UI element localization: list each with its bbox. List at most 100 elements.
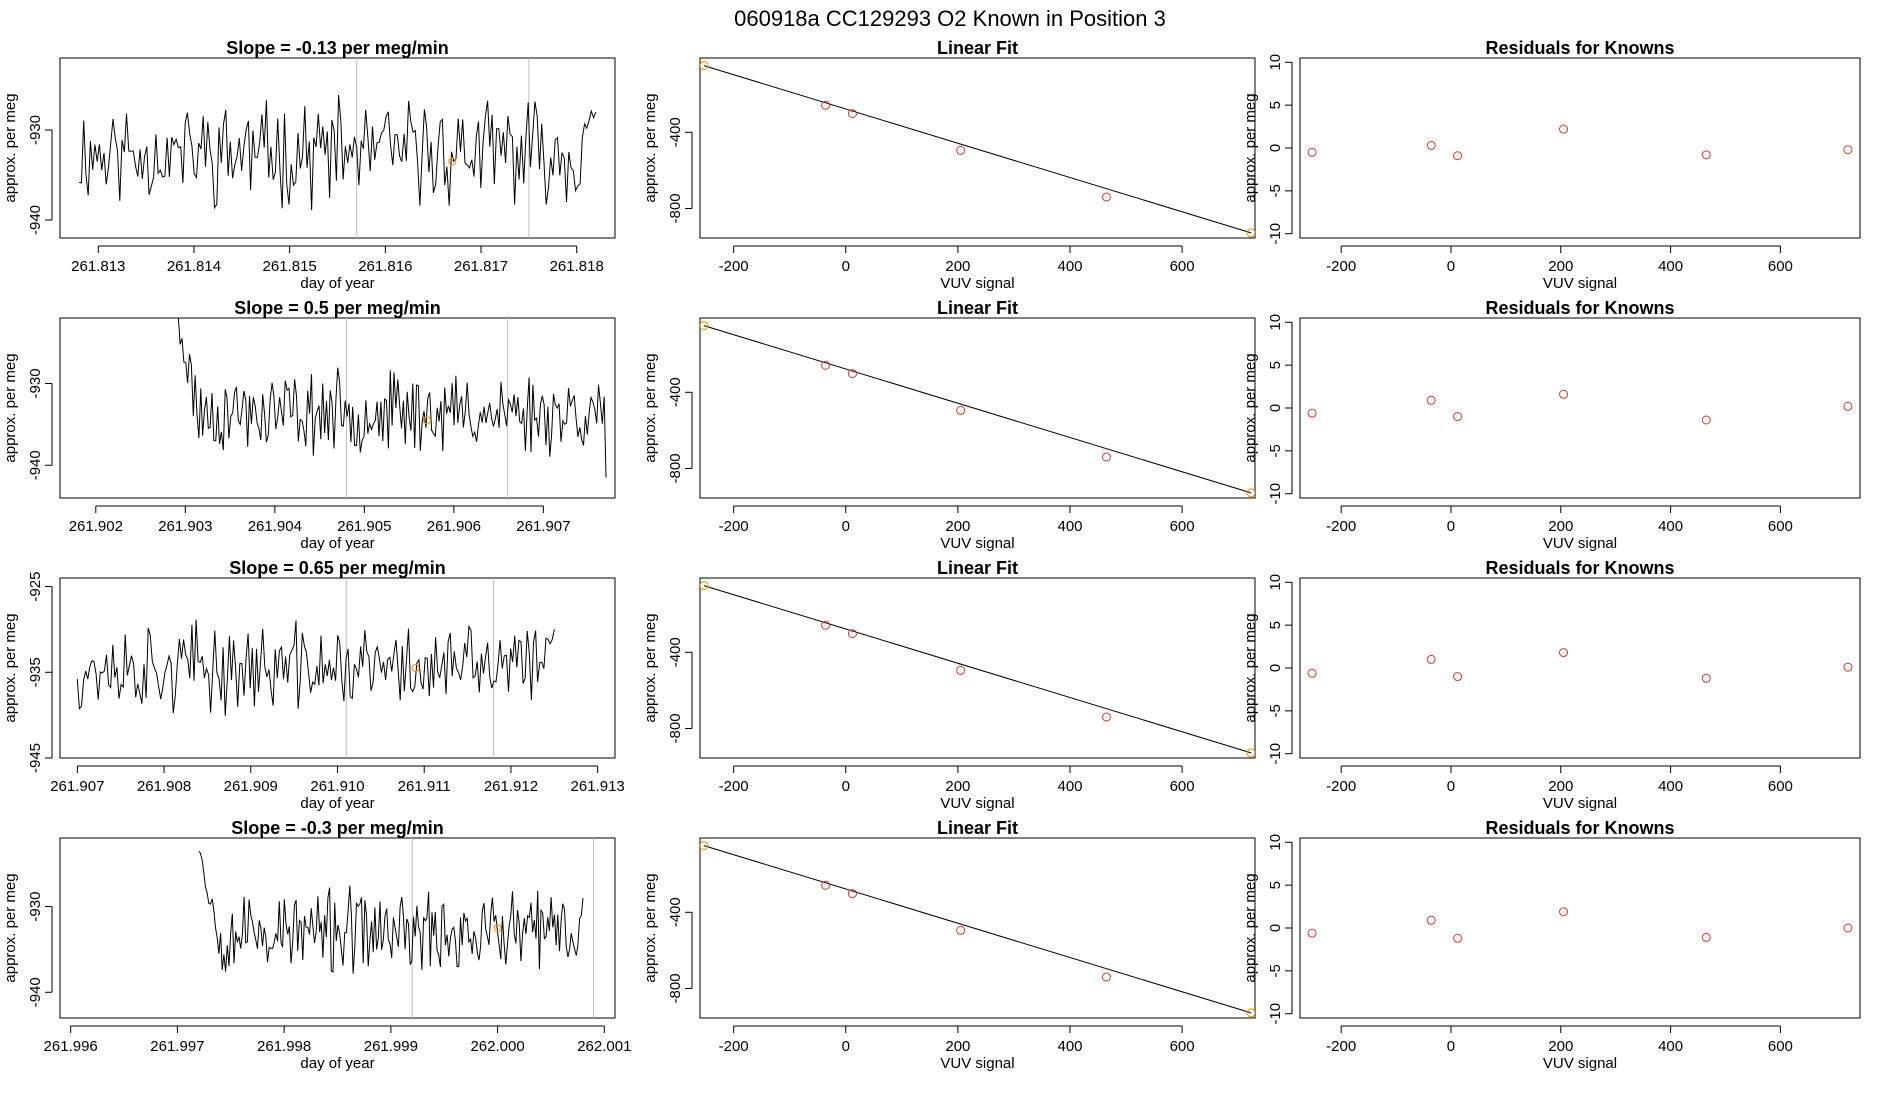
y-tick-label: -10 [1267,743,1284,765]
residual-point [1843,401,1853,411]
y-tick-label: -940 [27,450,44,480]
plot-area [700,61,1255,238]
fit-line [703,845,1252,1014]
x-tick-label: 261.902 [69,518,123,535]
fit-panel-row-2: Linear Fit -200 0 200 400 600 VUV signal -400 -8… [642,298,1256,552]
x-axis-label: day of year [300,275,374,292]
y-tick-label: -400 [667,897,684,927]
y-axis-label: approx. per meg [1242,873,1259,982]
y-axis-label: approx. per meg [642,353,659,462]
residuals-panel-row-3: Residuals for Knowns -200 0 200 400 600 VUV si… [1242,558,1861,812]
plot-area [700,321,1255,498]
data-point [821,620,831,630]
y-axis-label: approx. per meg [2,873,19,982]
plot-frame [59,57,616,239]
x-tick-label: -200 [719,778,749,795]
x-tick-label: 600 [1170,258,1195,275]
plot-frame [59,317,616,499]
y-tick-label: -5 [1267,964,1284,977]
fit-panel-row-3: Linear Fit -200 0 200 400 600 VUV signal -400 -8… [642,558,1256,812]
data-point [700,61,709,71]
residual-point [1701,150,1711,160]
data-point [1101,192,1111,202]
x-tick-label: -200 [1326,1038,1356,1055]
x-tick-label: 261.996 [44,1038,98,1055]
timeseries-panel-row-2: Slope = 0.5 per meg/min 261.902 261.903 261… [2,298,616,552]
plot-area [1307,389,1853,425]
residuals-panel-row-2: Residuals for Knowns -200 0 200 400 600 VUV si… [1242,298,1861,552]
x-tick-label: 600 [1170,518,1195,535]
data-point [700,321,709,331]
x-tick-label: 261.906 [427,518,481,535]
x-axis-label: VUV signal [940,1055,1014,1072]
panel-title: Residuals for Knowns [1485,818,1674,838]
residual-point [1426,915,1436,925]
data-point [956,145,966,155]
plot-frame [699,317,1256,499]
x-tick-label: -200 [719,258,749,275]
y-axis-label: approx. per meg [2,353,19,462]
timeseries-panel-row-3: Slope = 0.65 per meg/min 261.907 261.908 26… [2,558,625,812]
x-axis-label: day of year [300,535,374,552]
y-axis-label: approx. per meg [1242,93,1259,202]
plot-area [177,318,607,498]
residual-point [1843,145,1853,155]
y-tick-label: -930 [27,892,44,922]
highlight-marker [411,664,420,672]
plot-area [78,58,597,238]
plot-frame [699,57,1256,239]
x-tick-label: 261.907 [50,778,104,795]
y-axis-label: approx. per meg [2,613,19,722]
plot-frame [1299,837,1861,1019]
x-tick-label: 600 [1768,518,1793,535]
y-tick-label: -940 [27,205,44,235]
x-tick-label: 600 [1170,778,1195,795]
x-tick-label: 400 [1658,518,1683,535]
y-tick-label: 10 [1267,834,1284,851]
panel-grid: Slope = -0.13 per meg/min 261.813 261.814 2… [2,38,1861,1072]
y-axis-label: approx. per meg [2,93,19,202]
data-point [821,880,831,890]
y-tick-label: -5 [1267,444,1284,457]
y-tick-label: 0 [1267,404,1284,412]
x-tick-label: 261.814 [167,258,221,275]
panel-title: Linear Fit [937,558,1018,578]
y-tick-label: -10 [1267,1003,1284,1025]
y-tick-label: -930 [27,115,44,145]
x-tick-label: 400 [1658,258,1683,275]
highlight-marker [448,157,457,166]
data-point [1246,748,1255,758]
x-axis-label: VUV signal [1543,275,1617,292]
x-tick-label: 261.998 [257,1038,311,1055]
fit-line [703,325,1252,494]
x-tick-label: 400 [1057,1038,1082,1055]
x-tick-label: 0 [842,1038,850,1055]
x-tick-label: -200 [719,518,749,535]
panel-title: Slope = -0.3 per meg/min [231,818,444,838]
data-point [1246,1008,1255,1018]
y-axis-label: approx. per meg [642,93,659,202]
y-tick-label: 0 [1267,924,1284,932]
residual-point [1426,654,1436,664]
residuals-panel-row-1: Residuals for Knowns -200 0 200 400 600 VUV si… [1242,38,1861,292]
y-tick-label: -800 [667,973,684,1003]
y-tick-label: 0 [1267,144,1284,152]
residual-point [1701,415,1711,425]
data-point [1101,712,1111,722]
residual-point [1307,408,1317,418]
x-tick-label: 200 [1548,778,1573,795]
x-tick-label: 261.905 [337,518,391,535]
x-tick-label: 200 [945,778,970,795]
x-tick-label: 600 [1768,258,1793,275]
figure-title: 060918a CC129293 O2 Known in Position 3 [734,6,1166,31]
x-tick-label: 200 [945,518,970,535]
y-axis-label: approx. per meg [1242,613,1259,722]
x-tick-label: 262.000 [470,1038,524,1055]
y-tick-label: 0 [1267,664,1284,672]
y-tick-label: -10 [1267,483,1284,505]
x-tick-label: 0 [1447,258,1455,275]
x-axis-label: VUV signal [1543,535,1617,552]
residual-point [1307,668,1317,678]
y-tick-label: 5 [1267,101,1284,109]
